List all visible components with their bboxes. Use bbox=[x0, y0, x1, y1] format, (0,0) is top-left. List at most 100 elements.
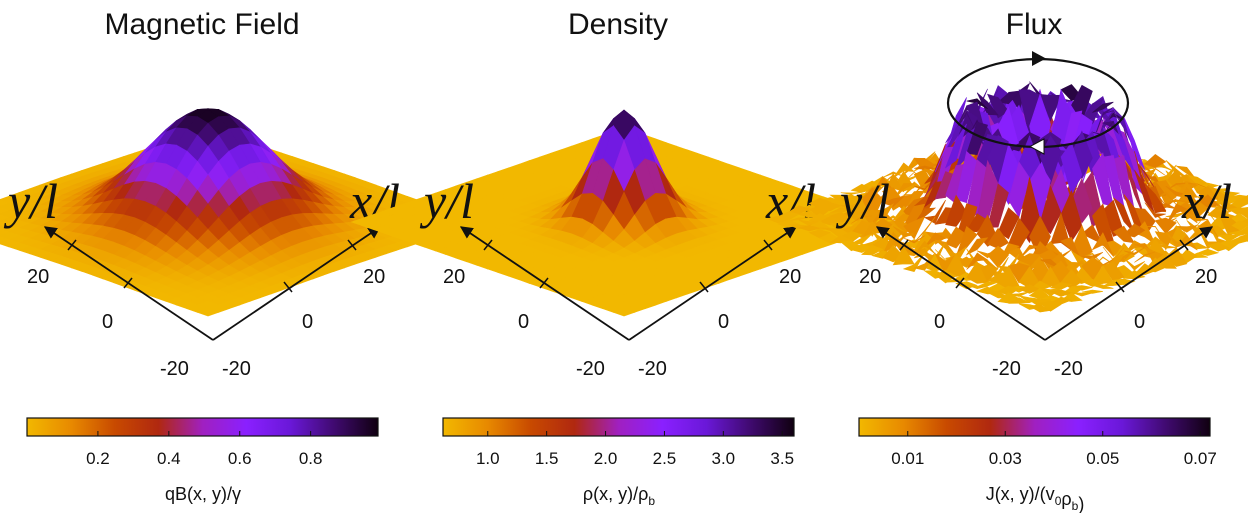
x-tick-label: -20 bbox=[1054, 358, 1083, 380]
y-axis-line bbox=[43, 226, 214, 341]
panel-title: Magnetic Field bbox=[104, 8, 299, 41]
surface-cell bbox=[1176, 225, 1198, 233]
surface-cell bbox=[1207, 241, 1230, 252]
surface-cell bbox=[861, 244, 884, 256]
surface-cell bbox=[1144, 154, 1167, 169]
y-tick-mark bbox=[67, 239, 77, 251]
y-tick-mark bbox=[899, 239, 909, 251]
surface bbox=[350, 109, 898, 317]
surface-cell bbox=[966, 213, 989, 233]
y-tick-label: 0 bbox=[518, 311, 529, 333]
colorbar-gradient bbox=[26, 417, 379, 437]
x-axis-label: x/l bbox=[1181, 173, 1232, 229]
colorbar: 0.01 0.03 0.05 0.07 J(x, y)/(v0ρb) bbox=[858, 417, 1217, 513]
surface-cell bbox=[903, 216, 926, 240]
y-axis-line bbox=[875, 226, 1046, 341]
colorbar: 0.2 0.4 0.6 0.8 qB(x, y)/γ bbox=[26, 417, 379, 504]
surface-cell bbox=[903, 181, 925, 197]
surface-cell bbox=[913, 252, 936, 271]
surface-cell bbox=[871, 209, 894, 223]
surface-cell bbox=[1113, 197, 1135, 234]
y-tick-mark bbox=[483, 239, 493, 251]
surface-cell bbox=[903, 235, 925, 244]
surface-cell bbox=[1049, 296, 1073, 305]
x-tick-label: 20 bbox=[779, 266, 801, 288]
colorbar-tick-label: 0.01 bbox=[891, 449, 924, 468]
surface-cell bbox=[1007, 136, 1030, 152]
colorbar-tick-label: 0.6 bbox=[228, 449, 252, 468]
y-tick-label: 0 bbox=[102, 311, 113, 333]
colorbar-tick-label: 2.0 bbox=[594, 449, 618, 468]
surface-cell bbox=[944, 123, 967, 169]
colorbar-label: ρ(x, y)/ρb bbox=[583, 484, 655, 508]
surface-cell bbox=[987, 245, 1009, 269]
surface-cell bbox=[1144, 182, 1167, 214]
colorbar-tick-label: 0.05 bbox=[1086, 449, 1119, 468]
y-tick-label: 0 bbox=[934, 311, 945, 333]
y-tick-label: -20 bbox=[160, 358, 189, 380]
surface-cell bbox=[945, 226, 968, 249]
x-tick-mark bbox=[347, 239, 357, 251]
surface-cell bbox=[945, 252, 968, 277]
colorbar-tick-label: 1.5 bbox=[535, 449, 559, 468]
surface-cell bbox=[0, 207, 10, 214]
surface-cell bbox=[0, 214, 10, 222]
surface-cell bbox=[0, 236, 10, 244]
y-tick-mark bbox=[539, 277, 549, 289]
surface-cell bbox=[196, 308, 220, 317]
y-tick-label: -20 bbox=[992, 358, 1021, 380]
circulation-arrow-icon bbox=[1032, 51, 1046, 66]
surface-cell bbox=[881, 196, 905, 207]
panel-title: Flux bbox=[1006, 8, 1063, 41]
surface-cell bbox=[1071, 292, 1093, 297]
y-axis-label: y/l bbox=[3, 173, 58, 229]
surface-cell bbox=[0, 229, 10, 236]
surface-cell bbox=[1217, 192, 1241, 213]
surface-cell bbox=[797, 225, 821, 232]
circulation-arrow-icon bbox=[1028, 138, 1045, 155]
surface-cell bbox=[1112, 225, 1136, 244]
surface-cell bbox=[1196, 248, 1220, 256]
x-tick-mark bbox=[763, 239, 773, 251]
surface-cell bbox=[1091, 265, 1114, 284]
surface-cell bbox=[1039, 185, 1062, 235]
surface-cell bbox=[1238, 209, 1248, 219]
panel-2: Flux y/l x/l 20 0 -20 20 0 -20 0.01 0.03 0.05 0.07 J(… bbox=[766, 8, 1248, 513]
surface-cell bbox=[0, 200, 10, 207]
surface-cell bbox=[1039, 300, 1062, 312]
colorbar-tick-label: 0.2 bbox=[86, 449, 110, 468]
x-tick-label: 0 bbox=[718, 311, 729, 333]
panel-title: Density bbox=[568, 8, 668, 41]
colorbar-tick-label: 0.07 bbox=[1184, 449, 1217, 468]
surface-cell bbox=[612, 308, 636, 317]
y-axis-label: y/l bbox=[419, 173, 474, 229]
x-tick-mark bbox=[699, 281, 709, 293]
surface-cell bbox=[1092, 101, 1114, 113]
surface-cell bbox=[976, 281, 999, 287]
colorbar-gradient bbox=[442, 417, 795, 437]
surface-cell bbox=[1217, 239, 1240, 252]
surface-cell bbox=[0, 221, 10, 229]
surface-cell bbox=[1186, 183, 1208, 189]
surface bbox=[766, 81, 1248, 313]
surface-cell bbox=[966, 284, 988, 290]
x-tick-mark bbox=[1115, 281, 1125, 293]
surface-cell bbox=[923, 199, 946, 225]
surface-cell bbox=[934, 171, 957, 200]
surface-cell bbox=[1154, 252, 1177, 269]
y-tick-mark bbox=[123, 277, 133, 289]
surface-cell bbox=[1071, 285, 1093, 291]
surface-cell bbox=[1123, 223, 1146, 238]
surface-cell bbox=[966, 121, 988, 156]
surface-cell bbox=[788, 224, 810, 230]
surface-cell bbox=[966, 261, 989, 284]
x-tick-label: 0 bbox=[302, 311, 313, 333]
surface-cell bbox=[1080, 278, 1104, 287]
colorbar-label: qB(x, y)/γ bbox=[165, 484, 241, 504]
surface-cell bbox=[955, 150, 978, 204]
